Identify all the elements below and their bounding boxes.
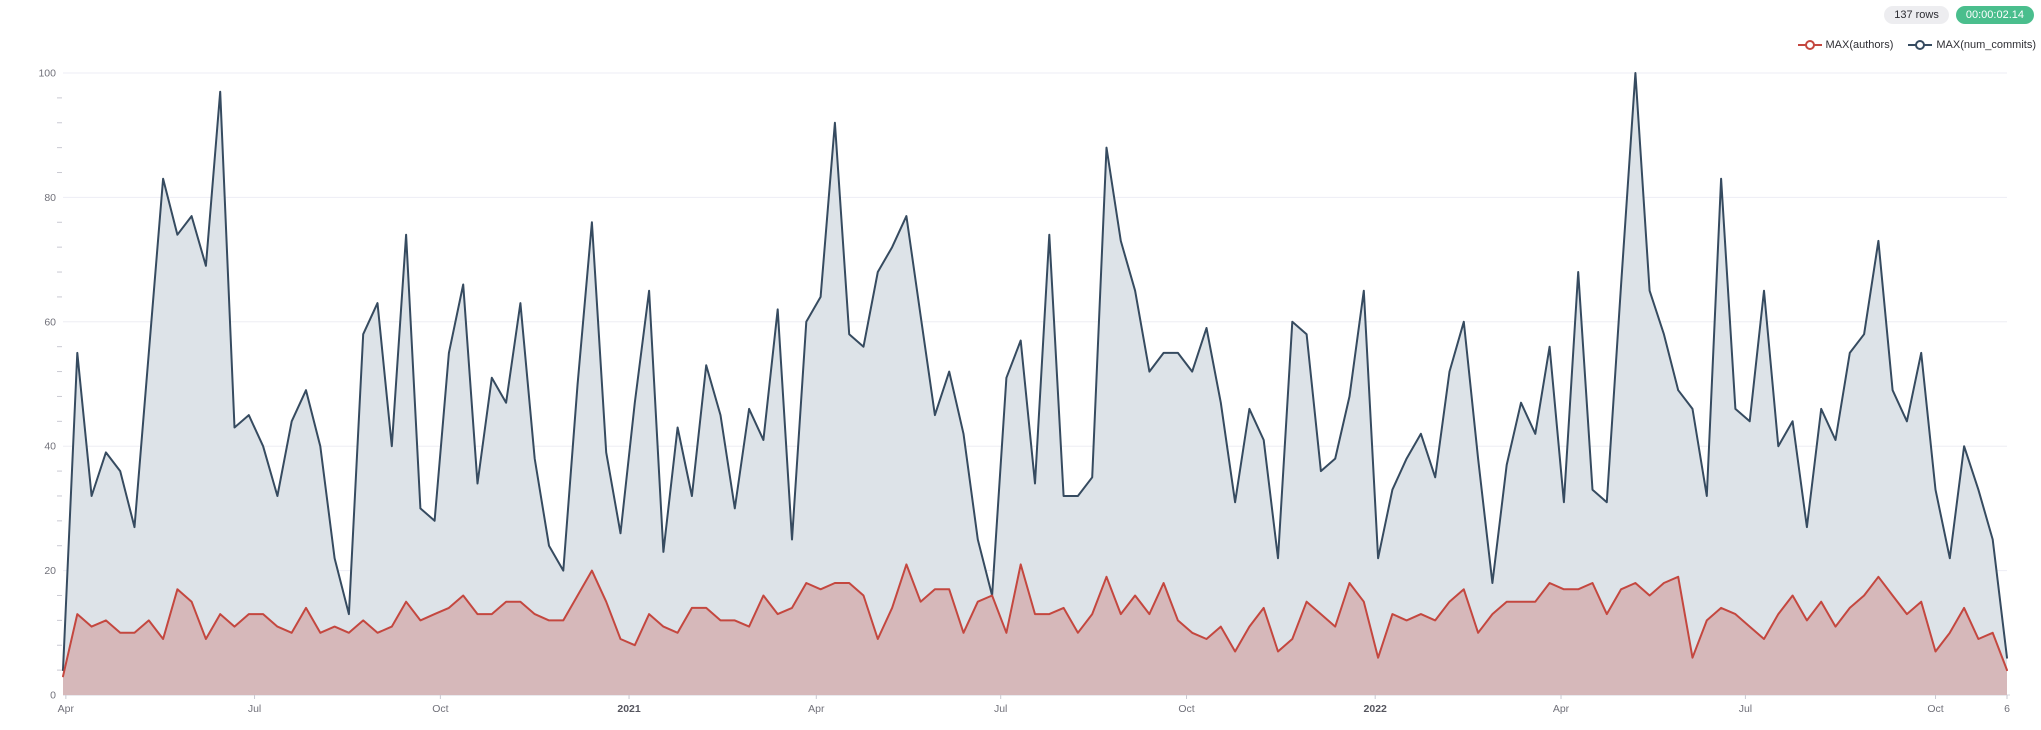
row-count-badge: 137 rows <box>1884 6 1949 24</box>
authors-series-area <box>63 564 2007 695</box>
x-axis-tick-label: 2021 <box>617 703 641 715</box>
x-axis-labels: Apr Jul Oct 2021 Apr Jul Oct 2022 Apr Jul Oct 6 <box>58 695 2010 715</box>
y-axis-tick-label: 40 <box>44 441 56 453</box>
legend-label: MAX(num_commits) <box>1936 39 2036 51</box>
y-axis-labels: 0 20 40 60 80 100 <box>38 68 56 702</box>
x-axis-tick-label: Jul <box>1739 703 1752 715</box>
y-axis-tick-label: 60 <box>44 316 56 328</box>
line-circle-marker-icon <box>1797 40 1822 50</box>
status-bar: 137 rows 00:00:02.14 <box>1884 6 2034 24</box>
x-axis-tick-label: Jul <box>248 703 261 715</box>
legend-item-num-commits[interactable]: MAX(num_commits) <box>1908 39 2036 51</box>
y-axis-minor-ticks <box>57 97 62 671</box>
x-axis-tick-label: Apr <box>58 703 75 715</box>
x-axis-tick-label: Oct <box>1927 703 1943 715</box>
elapsed-time-badge: 00:00:02.14 <box>1955 6 2034 24</box>
num-commits-series-area <box>63 73 2007 695</box>
num-commits-series-line <box>62 72 2008 672</box>
x-axis-tick-label: Apr <box>1553 703 1570 715</box>
y-axis-tick-label: 0 <box>50 690 56 702</box>
x-axis-tick-label: Oct <box>432 703 448 715</box>
authors-series-line <box>62 563 2008 678</box>
y-axis-tick-label: 100 <box>38 68 56 80</box>
x-axis-tick-label: Jul <box>994 703 1007 715</box>
chart-legend: MAX(authors) MAX(num_commits) <box>1797 39 2036 51</box>
x-axis-tick-label: 6 <box>2004 703 2010 715</box>
line-circle-marker-icon <box>1908 40 1933 50</box>
legend-label: MAX(authors) <box>1825 39 1894 51</box>
y-axis-tick-label: 20 <box>44 565 56 577</box>
y-axis-tick-label: 80 <box>44 192 56 204</box>
legend-item-authors[interactable]: MAX(authors) <box>1797 39 1894 51</box>
x-axis-tick-label: Oct <box>1178 703 1194 715</box>
x-axis-tick-label: 2022 <box>1364 703 1388 715</box>
x-axis-tick-label: Apr <box>808 703 825 715</box>
